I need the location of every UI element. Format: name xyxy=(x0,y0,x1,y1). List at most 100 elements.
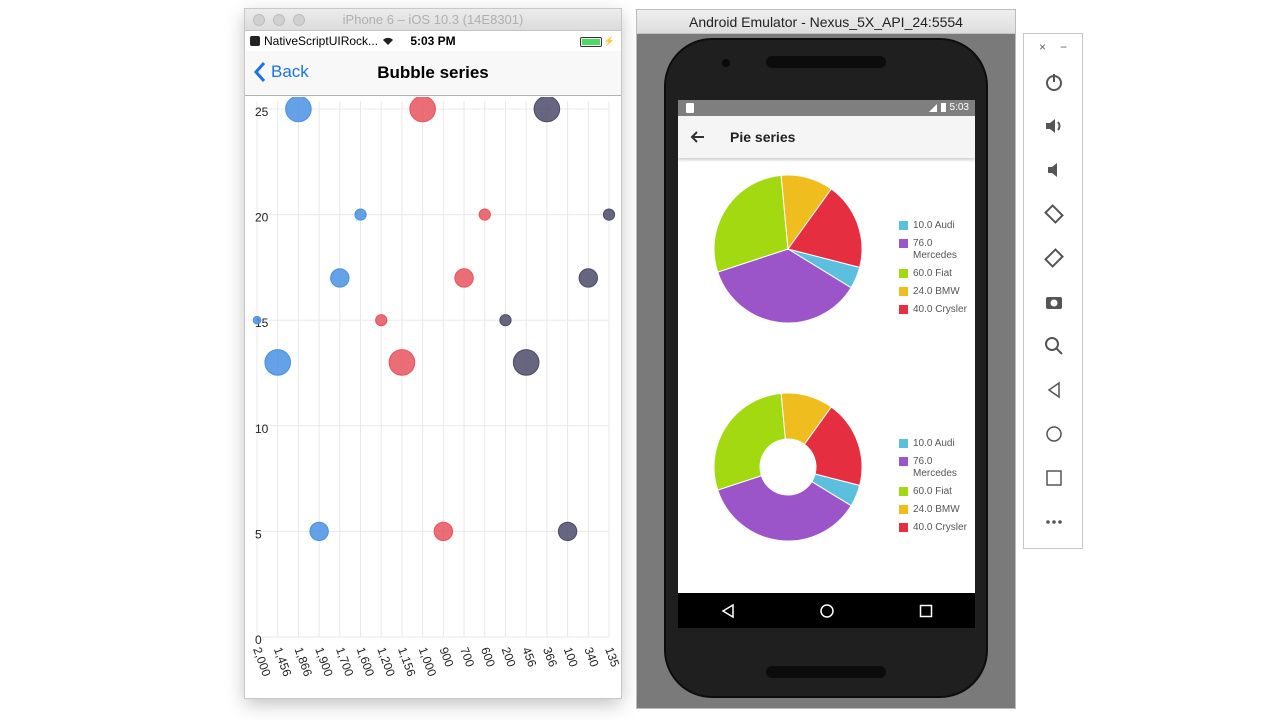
bubble-point[interactable] xyxy=(375,314,388,327)
rotate-right-icon xyxy=(1044,248,1064,268)
legend-item: 76.0 Mercedes xyxy=(899,456,973,480)
bubble-point[interactable] xyxy=(578,268,598,288)
x-tick-label: 1,000 xyxy=(416,645,440,678)
legend-swatch xyxy=(899,457,908,466)
carrier-label: NativeScriptUIRock... xyxy=(264,34,379,48)
more-icon xyxy=(1046,520,1062,524)
pie-slice[interactable] xyxy=(803,406,863,487)
overview-icon xyxy=(1046,470,1062,486)
legend-swatch xyxy=(899,305,908,314)
back-button[interactable]: Back xyxy=(253,61,309,83)
minimize-window-button[interactable] xyxy=(273,14,285,26)
legend-swatch xyxy=(899,439,908,448)
back-button[interactable] xyxy=(1024,368,1084,412)
x-tick-label: 1,700 xyxy=(333,645,357,678)
close-window-button[interactable] xyxy=(253,14,265,26)
y-tick-label: 0 xyxy=(255,633,262,647)
y-tick-label: 25 xyxy=(255,105,269,119)
back-button-label: Back xyxy=(271,62,309,81)
y-tick-label: 5 xyxy=(255,527,262,541)
front-camera xyxy=(722,59,730,67)
bottom-speaker xyxy=(766,666,886,678)
legend-swatch xyxy=(899,505,908,514)
bubble-point[interactable] xyxy=(557,521,578,542)
pie-chart xyxy=(713,174,863,324)
bubble-point[interactable] xyxy=(454,268,474,288)
zoom-button[interactable] xyxy=(1024,324,1084,368)
bubble-point[interactable] xyxy=(285,97,312,123)
arrow-back-icon[interactable] xyxy=(688,127,708,147)
x-tick-label: 600 xyxy=(478,645,498,669)
x-tick-label: 366 xyxy=(540,645,560,669)
bubble-point[interactable] xyxy=(354,208,367,221)
legend-label: 40.0 Crysler xyxy=(913,522,967,533)
legend-label: 10.0 Audi xyxy=(913,220,955,231)
pie-slice[interactable] xyxy=(713,174,789,273)
power-icon xyxy=(1046,74,1062,91)
android-navigation-bar xyxy=(678,593,975,628)
bubble-point[interactable] xyxy=(330,268,350,288)
legend-item: 10.0 Audi xyxy=(899,438,973,450)
bubble-point[interactable] xyxy=(388,349,416,376)
bubble-point[interactable] xyxy=(433,521,454,542)
rotate-right-button[interactable] xyxy=(1024,236,1084,280)
donut-chart xyxy=(713,392,863,542)
zoom-window-button[interactable] xyxy=(293,14,305,26)
home-icon xyxy=(1046,426,1062,442)
legend-label: 76.0 Mercedes xyxy=(913,456,957,479)
camera-button[interactable] xyxy=(1024,280,1084,324)
bubble-point[interactable] xyxy=(512,349,540,376)
bubble-chart: 05101520252,0001,4561,8661,9001,7001,600… xyxy=(250,97,621,679)
bubble-point[interactable] xyxy=(264,349,292,376)
pie-slice[interactable] xyxy=(713,392,786,491)
app-switch-icon xyxy=(250,36,260,46)
rotate-left-icon xyxy=(1044,204,1064,224)
legend-label: 60.0 Fiat xyxy=(913,268,952,279)
legend-item: 76.0 Mercedes xyxy=(899,238,973,262)
x-tick-label: 900 xyxy=(437,645,457,669)
bubble-point[interactable] xyxy=(499,314,512,327)
bubble-point[interactable] xyxy=(309,521,329,542)
home-button[interactable] xyxy=(1024,412,1084,456)
chevron-left-icon xyxy=(253,62,266,82)
x-tick-label: 1,900 xyxy=(312,645,336,678)
legend-swatch xyxy=(899,523,908,532)
legend-item: 24.0 BMW xyxy=(899,286,973,298)
legend-label: 24.0 BMW xyxy=(913,504,960,515)
x-tick-label: 200 xyxy=(499,645,519,669)
wifi-icon xyxy=(383,37,394,45)
nav-overview-icon[interactable] xyxy=(919,604,933,618)
x-tick-label: 1,156 xyxy=(395,645,419,678)
bubble-point[interactable] xyxy=(533,97,561,123)
nav-home-icon[interactable] xyxy=(819,603,834,618)
legend-label: 60.0 Fiat xyxy=(913,486,952,497)
minimize-icon[interactable]: − xyxy=(1060,40,1068,54)
x-tick-label: 2,000 xyxy=(250,645,274,678)
bubble-point[interactable] xyxy=(252,315,262,325)
legend-swatch xyxy=(899,269,908,278)
x-tick-label: 700 xyxy=(457,645,477,669)
overview-button[interactable] xyxy=(1024,456,1084,500)
rotate-left-button[interactable] xyxy=(1024,192,1084,236)
power-button[interactable] xyxy=(1024,60,1084,104)
close-icon[interactable]: × xyxy=(1038,40,1046,54)
x-tick-label: 1,200 xyxy=(374,645,398,678)
volume-down-icon xyxy=(1048,163,1057,177)
chart-gridlines xyxy=(255,101,610,638)
x-tick-label: 456 xyxy=(519,645,539,669)
bubble-point[interactable] xyxy=(602,208,616,221)
bubble-point[interactable] xyxy=(409,97,436,123)
x-tick-label: 1,600 xyxy=(354,645,378,678)
legend-swatch xyxy=(899,287,908,296)
pie-slice[interactable] xyxy=(717,248,852,324)
y-tick-label: 20 xyxy=(255,211,269,225)
volume-up-button[interactable] xyxy=(1024,104,1084,148)
zoom-icon xyxy=(1045,337,1063,355)
volume-down-button[interactable] xyxy=(1024,148,1084,192)
more-button[interactable] xyxy=(1024,500,1084,544)
android-emulator-window: Android Emulator - Nexus_5X_API_24:5554 … xyxy=(637,10,1015,708)
nav-back-icon[interactable] xyxy=(721,603,735,618)
bubble-point[interactable] xyxy=(478,208,491,221)
pie-slice[interactable] xyxy=(787,188,863,269)
pie-slice[interactable] xyxy=(717,475,852,542)
